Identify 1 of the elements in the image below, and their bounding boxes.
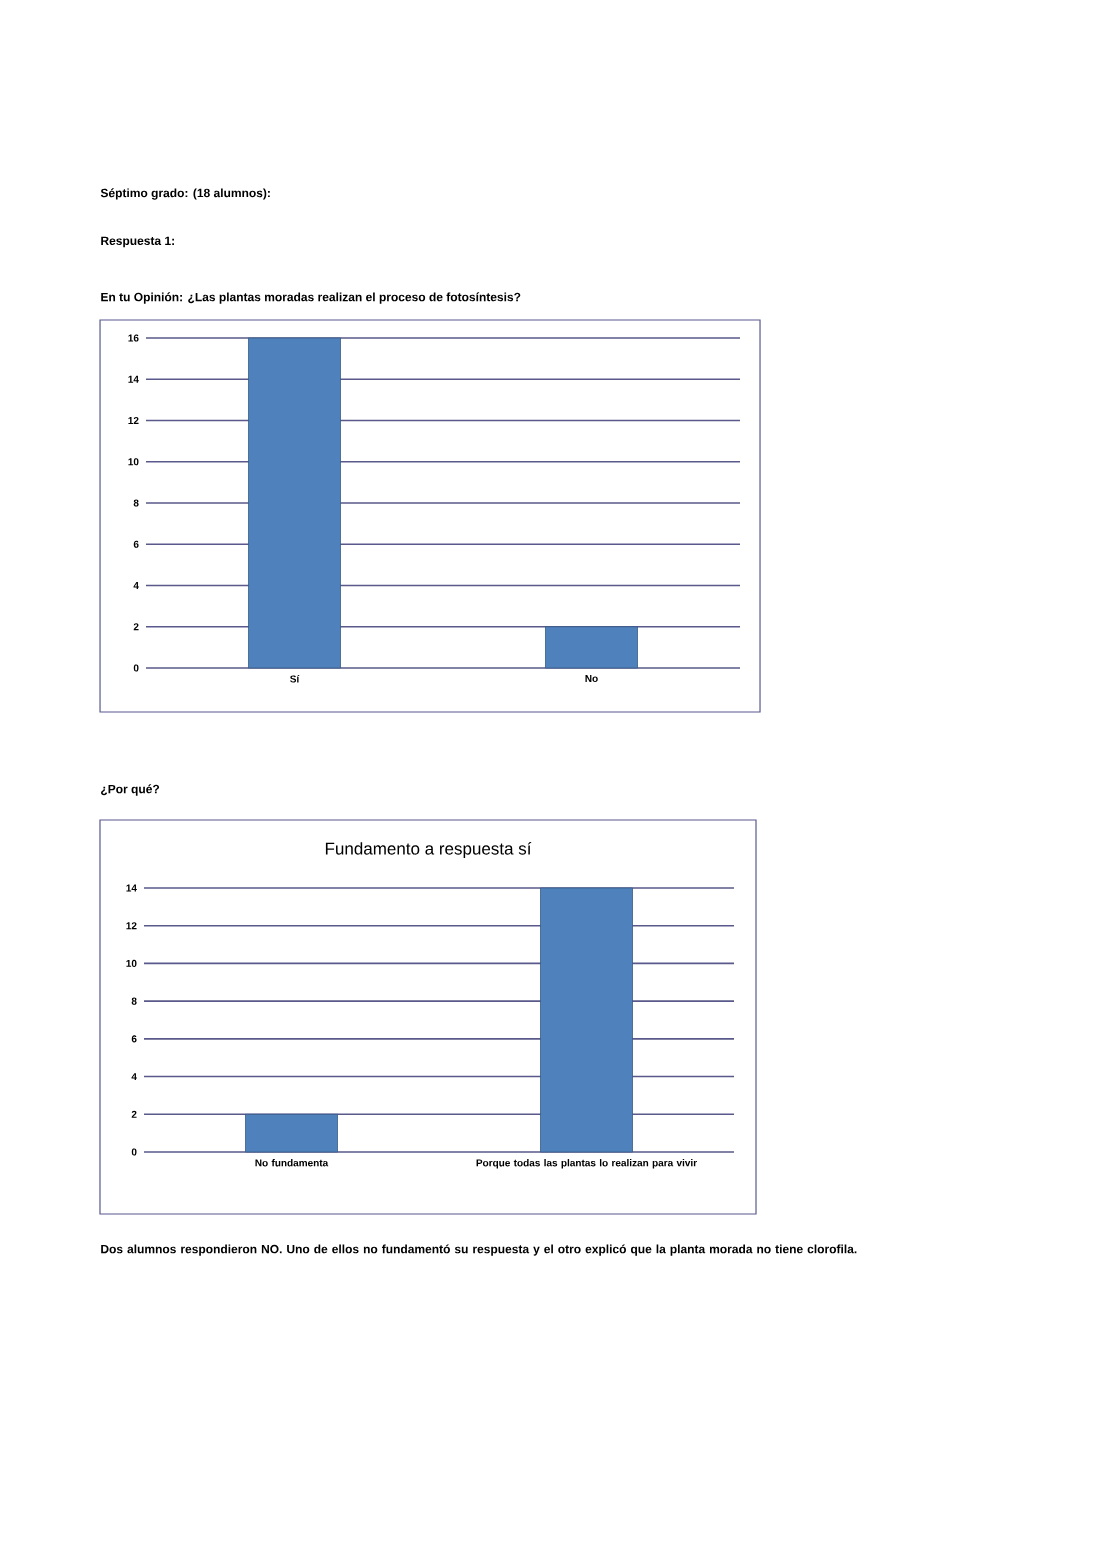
- chart-title: Fundamento a respuesta sí: [325, 841, 532, 859]
